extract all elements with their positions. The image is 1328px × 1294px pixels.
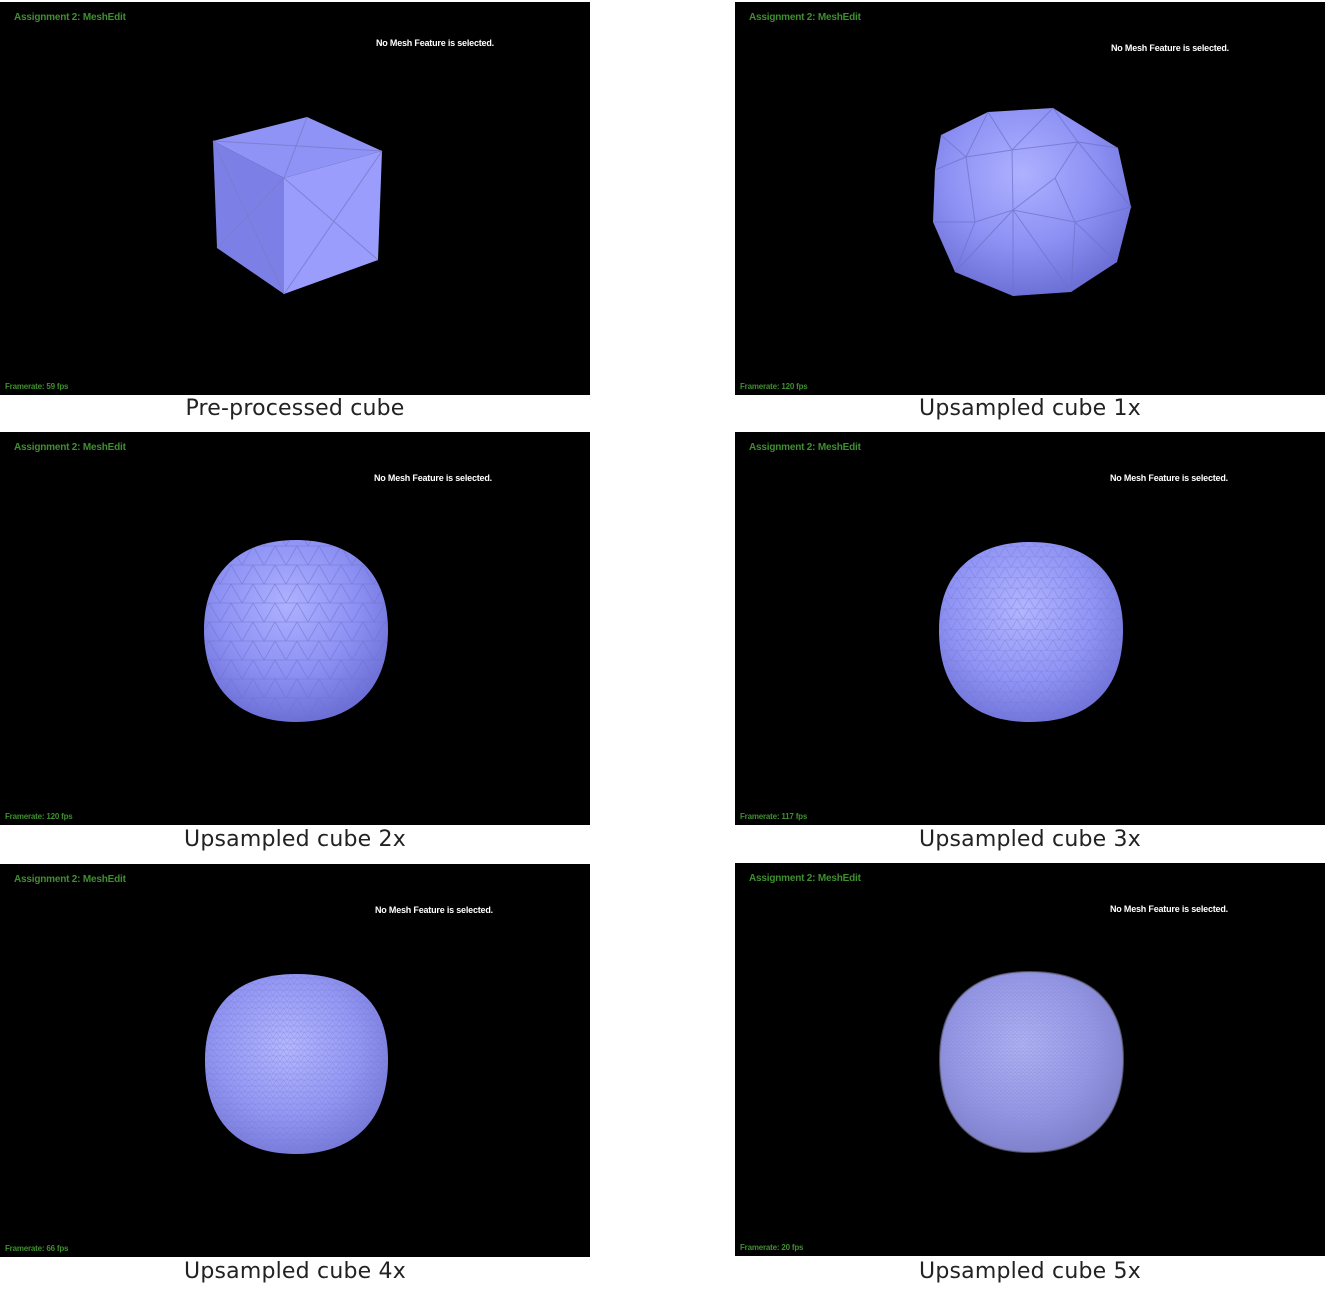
mesh-viewport[interactable]	[735, 863, 1325, 1256]
panel-caption: Upsampled cube 5x	[919, 1259, 1141, 1284]
panel-caption: Upsampled cube 1x	[919, 396, 1141, 421]
app-title: Assignment 2: MeshEdit	[14, 874, 126, 885]
viewer-panel-1[interactable]: Assignment 2: MeshEdit No Mesh Feature i…	[0, 2, 590, 395]
framerate-readout: Framerate: 120 fps	[740, 382, 808, 391]
panel-caption: Upsampled cube 4x	[184, 1259, 406, 1284]
app-title: Assignment 2: MeshEdit	[749, 873, 861, 884]
app-title: Assignment 2: MeshEdit	[749, 442, 861, 453]
panel-caption: Upsampled cube 3x	[919, 827, 1141, 852]
selection-status: No Mesh Feature is selected.	[376, 38, 494, 48]
panel-caption: Upsampled cube 2x	[184, 827, 406, 852]
selection-status: No Mesh Feature is selected.	[1110, 473, 1228, 483]
subdivided-mesh-2x	[204, 540, 388, 722]
selection-status: No Mesh Feature is selected.	[374, 473, 492, 483]
app-title: Assignment 2: MeshEdit	[749, 12, 861, 23]
cube-mesh	[212, 116, 383, 295]
framerate-readout: Framerate: 117 fps	[740, 812, 808, 821]
framerate-readout: Framerate: 20 fps	[740, 1243, 804, 1252]
viewer-panel-2[interactable]: Assignment 2: MeshEdit No Mesh Feature i…	[735, 2, 1325, 395]
framerate-readout: Framerate: 120 fps	[5, 812, 73, 821]
mesh-viewport[interactable]	[0, 2, 590, 395]
subdivided-mesh-3x	[939, 542, 1123, 722]
viewer-panel-3[interactable]: Assignment 2: MeshEdit No Mesh Feature i…	[0, 432, 590, 825]
subdivided-mesh-4x	[205, 974, 388, 1154]
subdivided-mesh-1x	[933, 107, 1132, 296]
selection-status: No Mesh Feature is selected.	[1110, 904, 1228, 914]
framerate-readout: Framerate: 59 fps	[5, 382, 69, 391]
viewer-panel-4[interactable]: Assignment 2: MeshEdit No Mesh Feature i…	[735, 432, 1325, 825]
selection-status: No Mesh Feature is selected.	[1111, 43, 1229, 53]
panel-caption: Pre-processed cube	[185, 396, 405, 421]
app-title: Assignment 2: MeshEdit	[14, 442, 126, 453]
mesh-viewport[interactable]	[735, 2, 1325, 395]
mesh-viewport[interactable]	[735, 432, 1325, 825]
viewer-panel-5[interactable]: Assignment 2: MeshEdit No Mesh Feature i…	[0, 864, 590, 1257]
cube-top-face	[213, 117, 382, 178]
viewer-panel-6[interactable]: Assignment 2: MeshEdit No Mesh Feature i…	[735, 863, 1325, 1256]
cube-wireframe	[212, 116, 383, 295]
selection-status: No Mesh Feature is selected.	[375, 905, 493, 915]
framerate-readout: Framerate: 66 fps	[5, 1244, 69, 1253]
mesh-viewport[interactable]	[0, 864, 590, 1257]
subdivided-mesh-5x	[938, 970, 1125, 1154]
app-title: Assignment 2: MeshEdit	[14, 12, 126, 23]
mesh-viewport[interactable]	[0, 432, 590, 825]
